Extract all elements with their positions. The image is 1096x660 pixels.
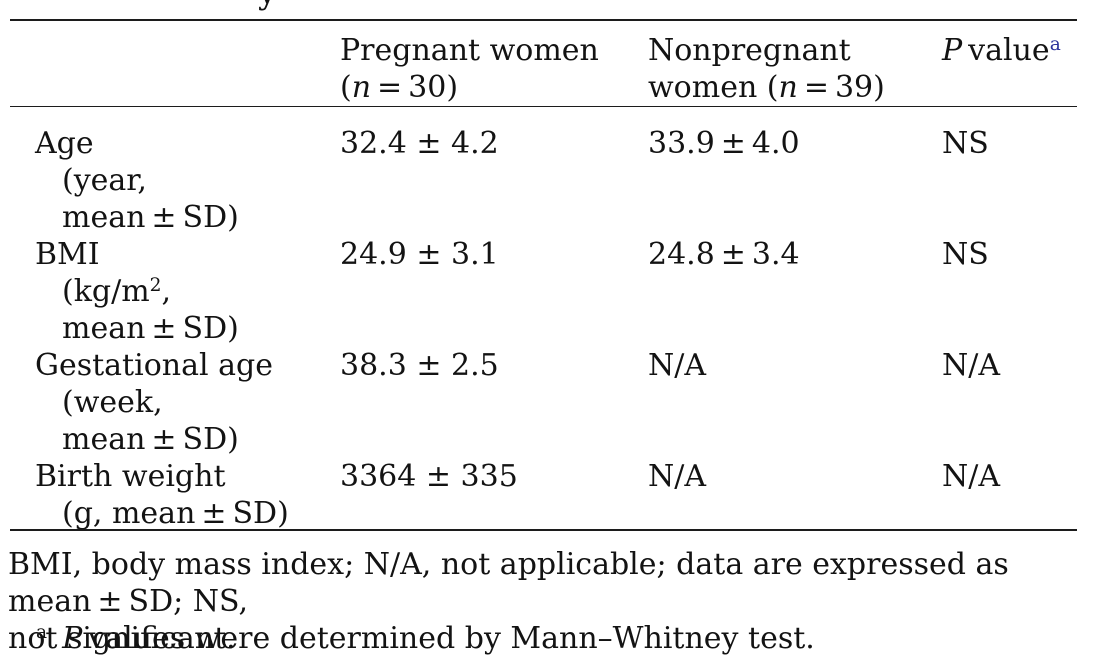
row-birth-weight-label-line2: (g, mean ± SD) [62,496,289,531]
header-nonpregnant-line2: women ( [648,70,779,105]
row-bmi-unit-superscript: 2 [149,274,162,296]
header-nonpregnant-line1: Nonpregnant [648,33,851,68]
row-age-pregnant-value: 32.4 ± 4.2 [340,126,499,161]
row-bmi-label-line1: BMI [35,237,100,272]
row-gestational-age-label-line3: mean ± SD) [62,422,239,457]
row-gestational-age-pvalue: N/A [942,348,1001,383]
row-age-label: Age (year, mean ± SD) [35,125,239,236]
row-age-label-line3: mean ± SD) [62,200,239,235]
header-pvalue-label: value [962,33,1050,68]
header-pregnant-paren: ( [340,70,352,105]
column-header-nonpregnant: Nonpregnant women (n = 39) [648,32,885,106]
header-pregnant-count: = 30) [371,70,459,105]
footnote-p: P [62,621,83,656]
table-abbreviations-note: BMI, body mass index; N/A, not applicabl… [8,546,1093,657]
row-gestational-age-nonpregnant-value: N/A [648,348,707,383]
row-birth-weight-nonpregnant-value: N/A [648,459,707,494]
abbreviations-line1: BMI, body mass index; N/A, not applicabl… [8,547,1009,619]
clipped-title-descender: y [258,0,277,10]
row-gestational-age-label-line2: (week, [62,385,163,420]
row-age-nonpregnant-value: 33.9 ± 4.0 [648,126,800,161]
row-bmi-unit-pre: (kg/m [62,274,150,309]
table-header-rule [10,106,1077,108]
row-gestational-age-label-line1: Gestational age [35,348,273,383]
header-pvalue-footnote-marker: a [1049,33,1061,55]
row-age-pvalue: NS [942,126,989,161]
header-pregnant-line1: Pregnant women [340,33,599,68]
row-bmi-label-line2: (kg/m2, [35,273,239,310]
abbreviations-line2: not significant. [8,621,236,656]
row-birth-weight-label: Birth weight (g, mean ± SD) [35,458,289,532]
table-bottom-rule [10,529,1077,531]
footnote-marker: a [36,621,48,643]
row-bmi-pregnant-value: 24.9 ± 3.1 [340,237,499,272]
row-bmi-pvalue: NS [942,237,989,272]
row-age-label-line2: (year, [62,163,147,198]
row-age-label-line1: Age [35,126,94,161]
row-bmi-label-line3: mean ± SD) [62,311,239,346]
header-pvalue-p: P [942,33,963,68]
column-header-pvalue: P valuea [942,32,1061,69]
row-bmi-nonpregnant-value: 24.8 ± 3.4 [648,237,800,272]
column-header-pregnant: Pregnant women (n = 30) [340,32,599,106]
row-bmi-unit-post: , [161,274,172,309]
row-gestational-age-pregnant-value: 38.3 ± 2.5 [340,348,499,383]
row-bmi-label: BMI (kg/m2, mean ± SD) [35,236,239,347]
row-gestational-age-label: Gestational age (week, mean ± SD) [35,347,273,458]
table-top-rule [10,19,1077,22]
header-nonpregnant-count: = 39) [797,70,885,105]
footnote-text: values were determined by Mann–Whitney t… [82,621,815,656]
row-birth-weight-pregnant-value: 3364 ± 335 [340,459,518,494]
header-pregnant-n: n [351,70,372,105]
row-birth-weight-pvalue: N/A [942,459,1001,494]
header-nonpregnant-n: n [778,70,798,105]
row-birth-weight-label-line1: Birth weight [35,459,226,494]
